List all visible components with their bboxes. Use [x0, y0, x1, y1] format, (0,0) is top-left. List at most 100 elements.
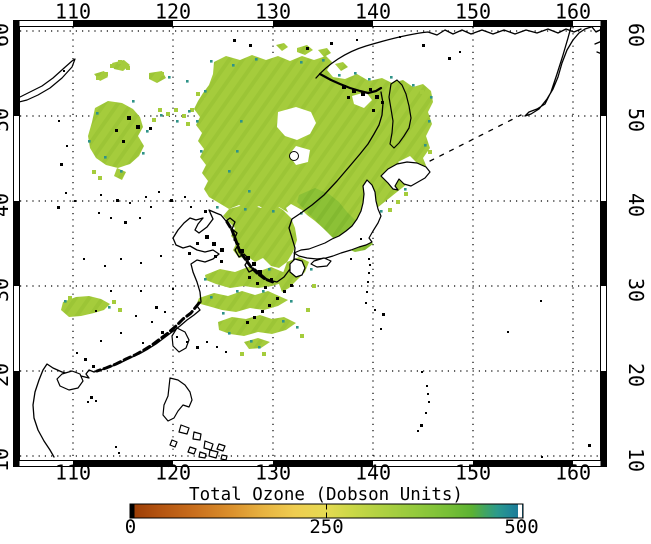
islet-speckle [100, 340, 102, 342]
islet-speckle [417, 430, 419, 432]
lon-tick-bottom-110: 110 [55, 461, 91, 485]
coast-northeast-corner [591, 27, 600, 54]
lon-tick-top-140: 140 [355, 0, 391, 24]
ozone-edge-pixel [188, 110, 191, 113]
islet-speckle [246, 321, 249, 324]
lon-tick-bottom-120: 120 [155, 461, 191, 485]
ozone-edge-pixel [290, 300, 293, 303]
ozone-edge-pixel [255, 58, 258, 61]
islet-speckle [170, 199, 173, 202]
ozone-edge-pixel [404, 188, 407, 191]
islet-speckle [115, 446, 117, 448]
islet-speckle [136, 125, 140, 129]
ozone-edge-pixel [120, 170, 123, 173]
islet-speckle [83, 258, 85, 260]
ozone-edge-pixel [310, 268, 313, 271]
ozone-edge-pixel [196, 120, 199, 123]
islet-speckle [98, 212, 100, 214]
islet-speckle [233, 39, 236, 42]
ozone-edge-pixel [132, 100, 135, 103]
islet-speckle [375, 95, 379, 99]
ozone-patch-pixel [118, 308, 122, 312]
islet-speckle [176, 336, 178, 338]
islet-speckle [196, 242, 199, 245]
islet-speckle [139, 217, 141, 219]
ozone-edge-pixel [228, 170, 231, 173]
islet-speckle [120, 258, 122, 260]
ozone-edge-pixel [186, 80, 189, 83]
islet-speckle [140, 290, 142, 292]
lon-tick-bottom-150: 150 [455, 461, 491, 485]
islet-speckle [214, 255, 217, 258]
islet-speckle [160, 255, 162, 257]
ozone-patch-pixel [420, 90, 424, 94]
islet-speckle [347, 96, 350, 99]
ozone-edge-pixel [244, 208, 247, 211]
islet-speckle [220, 248, 224, 252]
frame-black-segment-left [13, 200, 20, 287]
ozone-edge-pixel [216, 206, 219, 209]
ozone-patch-pixel [196, 92, 200, 96]
ozone-edge-pixel [96, 112, 99, 115]
ozone-edge-pixel [258, 346, 261, 349]
ozone-patch-pixel [306, 308, 310, 312]
ozone-patch-pixel [110, 64, 114, 68]
island-hainan [56, 370, 84, 391]
islet-speckle [74, 200, 76, 202]
colorbar: Total Ozone (Dobson Units) 0 250 500 [125, 485, 539, 538]
ozone-patch-pixel [166, 112, 170, 116]
frame-black-segment-bottom [273, 460, 373, 467]
islet-speckle [256, 282, 259, 285]
islet-speckle [382, 313, 385, 316]
islet-speckle [258, 270, 262, 274]
ozone-edge-pixel [268, 268, 271, 271]
ozone-patch-pixel [174, 108, 178, 112]
lon-tick-top-150: 150 [455, 0, 491, 24]
ozone-edge-pixel [428, 120, 431, 123]
island-shikoku [310, 257, 332, 268]
islet-speckle [212, 242, 216, 246]
islet-speckle [115, 129, 118, 132]
ozone-patch-pixel [240, 352, 244, 356]
lat-tick-left-30: 30 [0, 278, 13, 302]
islet-speckle [264, 286, 267, 289]
ozone-edge-pixel [204, 278, 207, 281]
ozone-patch-pixel [428, 150, 432, 154]
ozone-patch-pixel [112, 300, 116, 304]
islet-speckle [252, 262, 256, 266]
islands [20, 58, 431, 460]
islet-speckle [352, 89, 356, 93]
lat-tick-right-30: 30 [624, 278, 648, 302]
ozone-edge-pixel [222, 312, 225, 315]
islet-speckle [261, 310, 264, 313]
lat-tick-right-20: 20 [624, 363, 648, 387]
ozone-swath-edge-pixels [64, 58, 433, 349]
lat-tick-right-40: 40 [624, 193, 648, 217]
ozone-edge-pixel [210, 296, 213, 299]
islet-speckle [135, 315, 137, 317]
islet-speckle [116, 199, 119, 202]
islet-speckle [150, 206, 152, 208]
islet-speckle [188, 252, 191, 255]
lat-tick-right-10: 10 [624, 448, 648, 472]
islet-speckle [205, 235, 209, 239]
islet-speckle [420, 424, 423, 427]
colorbar-left-cap [130, 504, 135, 518]
lat-tick-left-20: 20 [0, 363, 13, 387]
island-hokkaido [380, 161, 431, 191]
islet-speckle [381, 101, 384, 104]
islet-speckle [124, 221, 127, 224]
islet-speckle [459, 51, 461, 53]
islet-speckle [306, 47, 309, 50]
lon-tick-bottom-160: 160 [555, 461, 591, 485]
islet-speckle [76, 352, 78, 354]
lon-tick-top-110: 110 [55, 0, 91, 24]
islet-speckle [172, 288, 174, 290]
ozone-patch-pixel [152, 118, 156, 122]
islet-speckle [248, 276, 251, 279]
frame-black-segment-right [600, 371, 607, 467]
islet-speckle [276, 297, 279, 300]
islet-speckle [122, 140, 125, 143]
ozone-edge-pixel [296, 326, 299, 329]
